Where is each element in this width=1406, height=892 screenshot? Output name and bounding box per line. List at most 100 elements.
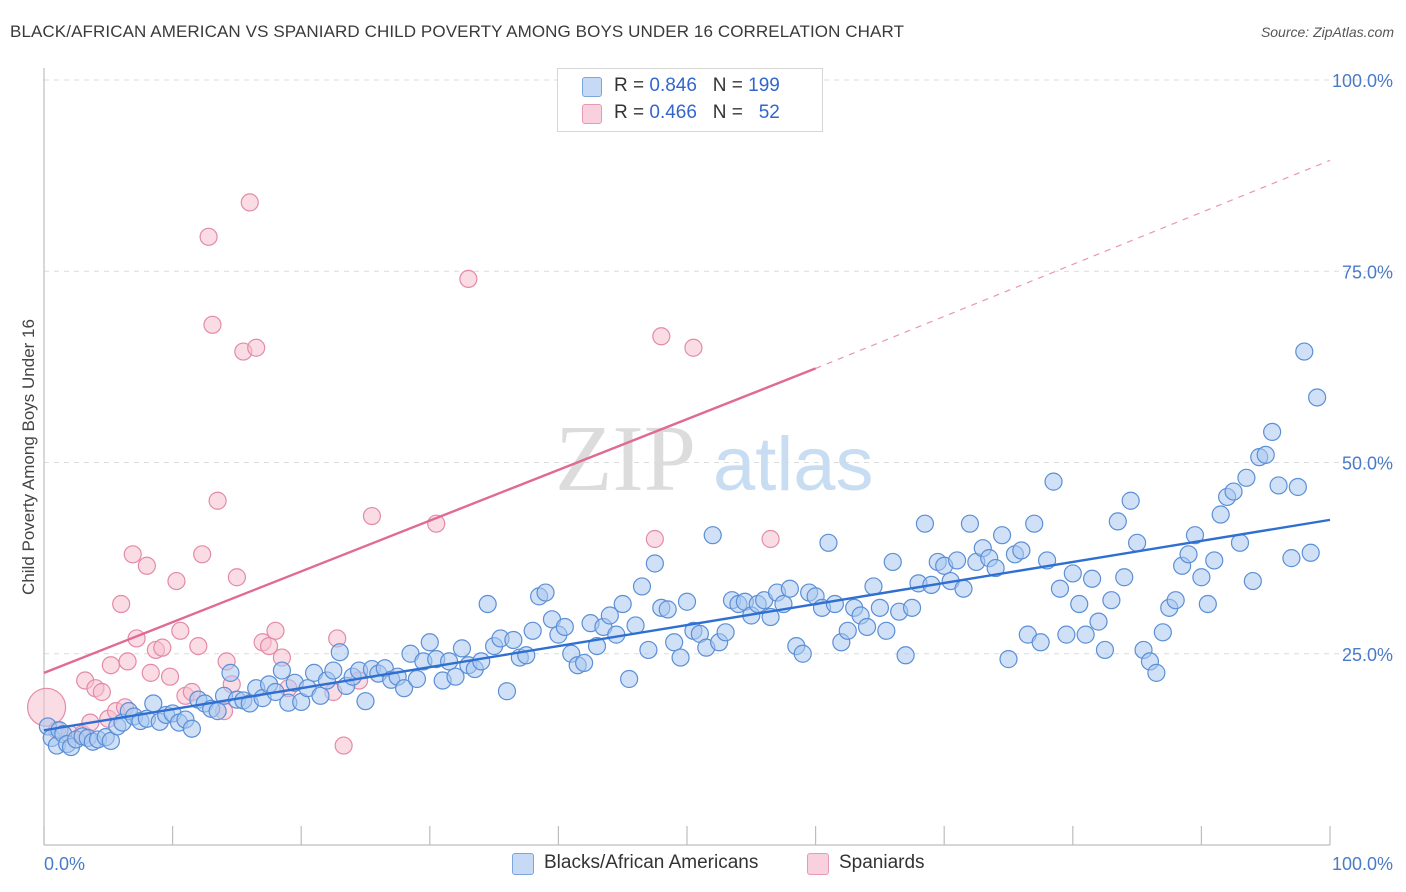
correlation-legend: R = 0.846 N = 199 R = 0.466 N = 52	[557, 68, 823, 132]
black-african-american-point	[947, 551, 967, 570]
black-african-american-point	[1295, 342, 1314, 361]
black-african-american-point	[960, 514, 980, 533]
black-african-american-point	[1166, 591, 1185, 610]
black-african-american-point	[1147, 663, 1166, 682]
chart-title: BLACK/AFRICAN AMERICAN VS SPANIARD CHILD…	[10, 22, 905, 41]
black-african-american-point	[1095, 640, 1115, 660]
black-african-american-point	[1198, 594, 1217, 614]
black-african-american-point	[677, 592, 697, 611]
y-tick-label: 25.0%	[1342, 645, 1393, 665]
black-african-american-point	[311, 686, 330, 705]
series-blacks-african-americans	[38, 342, 1327, 757]
black-african-american-point	[1288, 477, 1307, 497]
x-tick-label: 0.0%	[44, 854, 85, 874]
black-african-american-point	[1102, 591, 1121, 610]
black-african-american-point	[857, 617, 877, 637]
black-african-american-point	[478, 594, 497, 614]
black-african-american-point	[1205, 551, 1224, 570]
spaniard-point	[118, 652, 137, 671]
black-african-american-point	[1230, 533, 1250, 552]
black-african-american-point	[446, 667, 465, 686]
black-african-american-point	[870, 598, 890, 617]
spaniard-point	[247, 338, 266, 357]
tick-labels: 25.0% 50.0% 75.0% 100.0% 0.0% 100.0%	[44, 71, 1393, 874]
spaniard-point	[167, 571, 186, 591]
black-african-american-point	[915, 514, 935, 533]
black-african-american-point	[536, 583, 555, 602]
black-african-american-point	[999, 650, 1018, 669]
black-african-american-point	[658, 600, 677, 619]
trend-line-spaniards-extension	[815, 159, 1331, 369]
black-african-american-point	[1179, 545, 1198, 564]
spaniard-point	[362, 506, 382, 526]
y-axis-label: Child Poverty Among Boys Under 16	[19, 319, 38, 595]
spaniard-point	[459, 269, 478, 288]
black-african-american-point	[1308, 388, 1327, 407]
spaniard-point	[101, 656, 120, 675]
spaniard-point	[92, 682, 111, 702]
bottom-legend-swatch-pink	[807, 853, 829, 875]
black-african-american-point	[1282, 549, 1301, 568]
bottom-legend-swatch-blue	[512, 853, 534, 875]
spaniard-point	[160, 667, 180, 686]
watermark-atlas: atlas	[713, 422, 874, 507]
spaniard-point	[645, 529, 664, 549]
black-african-american-point	[1243, 571, 1262, 591]
x-tick-label: 100.0%	[1332, 854, 1393, 874]
black-african-american-point	[620, 669, 639, 689]
black-african-american-point	[1082, 569, 1102, 588]
black-african-american-point	[780, 579, 799, 598]
black-african-american-point	[825, 594, 844, 614]
spaniard-point	[240, 193, 259, 212]
y-tick-label: 75.0%	[1342, 262, 1393, 282]
trend-line-spaniards	[43, 367, 817, 674]
black-african-american-point	[324, 661, 343, 680]
legend-text-blue: R = 0.846 N = 199	[614, 75, 780, 96]
black-african-american-point	[639, 640, 658, 660]
spaniard-point	[137, 556, 156, 575]
chart-source: Source: ZipAtlas.com	[1260, 24, 1394, 40]
black-african-american-point	[896, 646, 915, 665]
black-african-american-point	[394, 679, 414, 698]
trend-lines	[43, 159, 1331, 732]
spaniard-point	[208, 491, 227, 510]
bottom-legend-label-pink: Spaniards	[839, 852, 925, 873]
black-african-american-point	[883, 552, 902, 572]
black-african-american-point	[1127, 533, 1147, 552]
spaniard-point	[193, 545, 212, 564]
black-african-american-point	[1089, 612, 1108, 631]
black-african-american-point	[1153, 623, 1172, 642]
spaniard-point	[334, 736, 353, 755]
black-african-american-point	[587, 636, 607, 656]
black-african-american-point	[1224, 482, 1243, 501]
y-tick-label: 100.0%	[1332, 71, 1393, 91]
black-african-american-point	[877, 621, 896, 640]
spaniard-point	[203, 315, 222, 334]
black-african-american-point	[992, 526, 1012, 545]
black-african-american-point	[1256, 445, 1275, 464]
black-african-american-point	[1301, 543, 1320, 562]
black-african-american-point	[819, 533, 838, 552]
black-african-american-point	[555, 617, 574, 637]
black-african-american-point	[1050, 579, 1070, 598]
watermark-zip: ZIP	[555, 407, 696, 511]
black-african-american-point	[1057, 625, 1076, 644]
spaniard-point	[652, 327, 671, 346]
spaniard-point	[199, 227, 218, 246]
legend-swatch-blue	[582, 77, 602, 97]
black-african-american-point	[330, 643, 349, 662]
black-african-american-point	[1237, 468, 1256, 487]
black-african-american-point	[986, 558, 1005, 578]
spaniard-point	[141, 663, 160, 682]
legend-text-pink: R = 0.466 N = 52	[614, 102, 780, 123]
spaniard-point	[189, 636, 208, 656]
spaniard-point	[684, 338, 703, 357]
black-african-american-point	[472, 652, 491, 671]
black-african-american-point	[208, 702, 227, 721]
spaniard-point	[153, 638, 172, 657]
spaniard-point	[259, 636, 279, 656]
spaniard-point	[171, 621, 190, 640]
black-african-american-point	[452, 639, 472, 658]
black-african-american-point	[632, 577, 652, 596]
bottom-legend-label-blue: Blacks/African Americans	[544, 852, 759, 873]
